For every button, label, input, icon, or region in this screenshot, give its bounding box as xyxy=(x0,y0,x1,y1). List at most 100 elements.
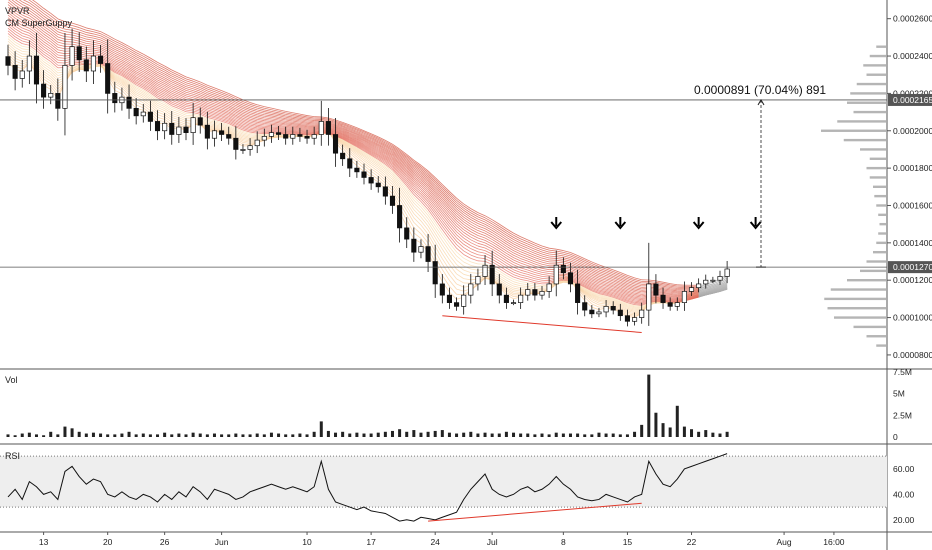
guppy-line xyxy=(605,301,614,304)
guppy-line xyxy=(406,198,415,210)
guppy-line xyxy=(143,83,151,89)
guppy-line xyxy=(342,138,350,144)
guppy-line xyxy=(556,256,564,259)
guppy-line xyxy=(434,246,443,259)
guppy-line xyxy=(43,68,51,75)
guppy-line xyxy=(670,289,678,292)
candle-body xyxy=(147,111,153,122)
guppy-line xyxy=(406,202,415,214)
guppy-line xyxy=(150,95,158,102)
guppy-line xyxy=(627,298,635,302)
guppy-line xyxy=(335,125,343,129)
guppy-line xyxy=(43,61,51,67)
guppy-line xyxy=(257,130,265,132)
guppy-line xyxy=(456,247,464,255)
guppy-line xyxy=(591,299,600,304)
guppy-line xyxy=(306,120,315,123)
guppy-line xyxy=(192,80,201,85)
guppy-line xyxy=(214,111,222,115)
guppy-line xyxy=(456,215,464,223)
guppy-line xyxy=(591,274,600,279)
candle-body xyxy=(254,139,260,147)
guppy-line xyxy=(342,129,350,134)
guppy-line xyxy=(591,281,600,285)
guppy-line xyxy=(598,298,607,301)
guppy-line xyxy=(442,219,450,230)
guppy-line xyxy=(392,181,400,193)
guppy-line xyxy=(264,123,272,125)
guppy-line xyxy=(178,92,187,97)
guppy-line xyxy=(691,294,699,297)
guppy-line xyxy=(463,261,471,266)
guppy-line xyxy=(605,294,614,298)
guppy-line xyxy=(442,214,450,224)
guppy-line xyxy=(228,130,237,136)
guppy-line xyxy=(356,151,365,158)
guppy-line xyxy=(121,75,130,81)
guppy-line xyxy=(164,81,172,87)
candle-body xyxy=(283,134,289,139)
guppy-line xyxy=(370,152,379,158)
guppy-line xyxy=(377,171,386,178)
guppy-line xyxy=(221,120,229,124)
volume-profile-bar xyxy=(869,176,886,179)
candle-body xyxy=(667,302,673,307)
guppy-line xyxy=(613,297,621,302)
guppy-line xyxy=(534,253,543,257)
candle-body xyxy=(717,276,723,281)
guppy-line xyxy=(299,116,308,119)
guppy-line xyxy=(178,106,187,111)
guppy-line xyxy=(634,279,642,282)
guppy-line xyxy=(449,259,457,270)
guppy-line xyxy=(285,119,293,122)
guppy-line xyxy=(520,279,528,282)
guppy-line xyxy=(634,289,642,293)
time-tick-label: 10 xyxy=(302,537,312,547)
guppy-line xyxy=(306,119,315,121)
volume-bar xyxy=(504,431,508,437)
guppy-line xyxy=(634,306,642,308)
guppy-line xyxy=(449,208,457,217)
guppy-line xyxy=(591,293,600,298)
guppy-line xyxy=(271,119,279,122)
guppy-line xyxy=(150,57,158,63)
guppy-line xyxy=(86,27,94,30)
guppy-line xyxy=(449,201,457,210)
guppy-line xyxy=(591,306,600,310)
guppy-line xyxy=(441,236,450,248)
guppy-line xyxy=(57,39,66,42)
guppy-line xyxy=(342,139,350,145)
guppy-line xyxy=(221,112,229,116)
guppy-line xyxy=(228,119,237,124)
guppy-line xyxy=(264,109,272,112)
guppy-line xyxy=(185,109,194,112)
guppy-line xyxy=(50,25,59,33)
guppy-line xyxy=(185,93,194,97)
guppy-line xyxy=(7,20,16,27)
guppy-line xyxy=(349,142,358,148)
guppy-line xyxy=(613,290,621,295)
guppy-line xyxy=(14,20,23,26)
guppy-line xyxy=(698,292,706,295)
guppy-line xyxy=(178,115,187,120)
volume-bar xyxy=(305,434,309,437)
guppy-line xyxy=(420,174,429,182)
guppy-line xyxy=(427,188,436,197)
guppy-line xyxy=(627,279,635,283)
guppy-line xyxy=(150,92,158,99)
guppy-line xyxy=(121,66,130,72)
guppy-line xyxy=(292,130,300,133)
guppy-line xyxy=(228,120,237,125)
guppy-line xyxy=(463,240,472,246)
guppy-line xyxy=(342,126,350,131)
guppy-line xyxy=(86,34,94,37)
volume-bar xyxy=(191,432,195,437)
guppy-line xyxy=(349,141,358,147)
guppy-line xyxy=(613,288,621,292)
guppy-line xyxy=(135,65,144,71)
guppy-line xyxy=(164,83,172,88)
guppy-line xyxy=(627,281,635,285)
guppy-line xyxy=(377,178,386,187)
guppy-line xyxy=(342,135,350,140)
